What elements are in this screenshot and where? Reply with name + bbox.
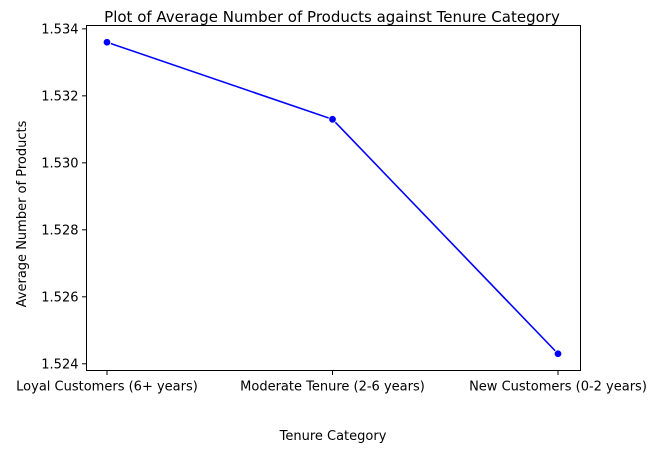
x-tick-label: Moderate Tenure (2-6 years): [240, 380, 425, 395]
x-axis-label: Tenure Category: [279, 429, 387, 444]
x-axis-ticks: Loyal Customers (6+ years) Moderate Tenur…: [16, 370, 647, 395]
y-tick-label: 1.530: [41, 156, 78, 171]
chart-title: Plot of Average Number of Products again…: [104, 8, 560, 26]
x-tick-label: Loyal Customers (6+ years): [16, 380, 198, 395]
series-line: [106, 41, 559, 355]
y-tick-label: 1.524: [41, 357, 78, 372]
y-axis-label: Average Number of Products: [15, 120, 30, 307]
y-tick-label: 1.528: [41, 223, 78, 238]
y-axis-ticks: 1.524 1.526 1.528 1.530 1.532 1.534: [41, 22, 87, 372]
y-tick-label: 1.534: [41, 22, 78, 37]
data-point: [553, 349, 563, 358]
data-point: [328, 115, 337, 124]
y-tick-label: 1.532: [41, 89, 78, 104]
y-tick-label: 1.526: [41, 290, 78, 305]
series-layer: [102, 38, 563, 358]
data-point: [102, 38, 112, 47]
x-tick-label: New Customers (0-2 years): [469, 380, 647, 395]
plot-frame: [86, 25, 581, 371]
